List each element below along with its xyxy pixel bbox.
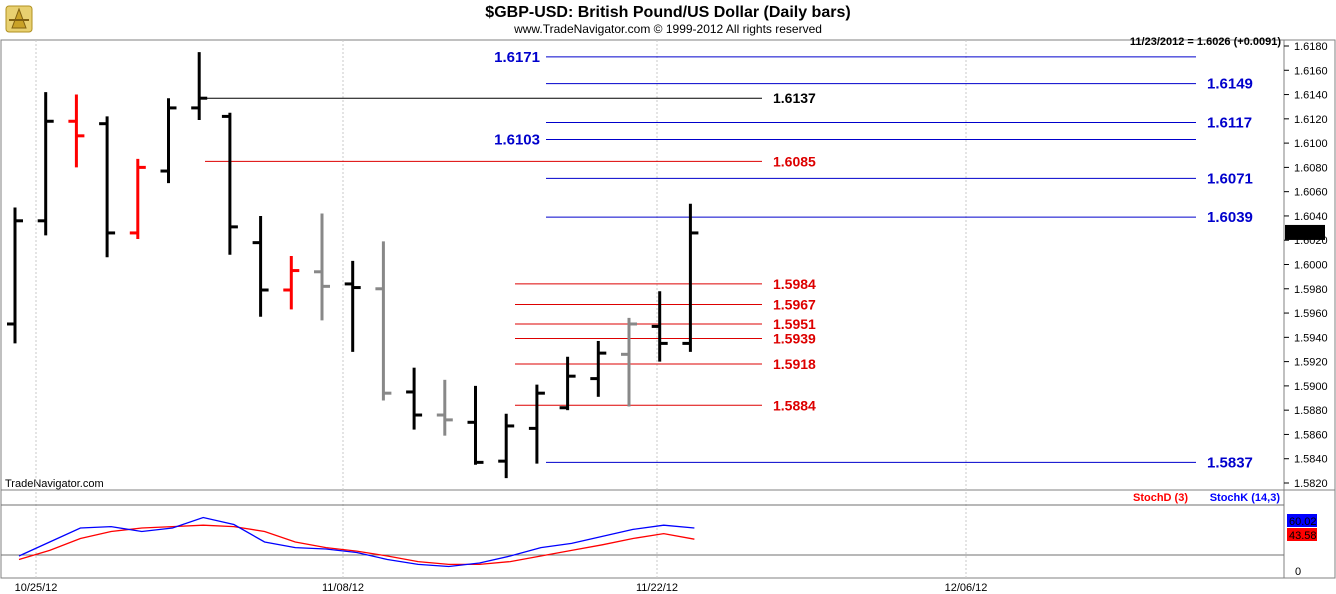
price-tick-label: 1.6160 — [1294, 65, 1328, 77]
price-tick-label: 1.5820 — [1294, 478, 1328, 490]
level-label: 1.5984 — [773, 276, 816, 292]
price-tick-label: 1.5940 — [1294, 332, 1328, 344]
date-label: 11/08/12 — [322, 582, 364, 594]
date-label: 11/22/12 — [636, 582, 678, 594]
date-axis: 10/25/12 11/08/12 11/22/12 12/06/12 — [15, 582, 988, 594]
stoch-k-legend: StochK (14,3) — [1210, 492, 1281, 504]
price-axis: 1.6180 1.6160 1.6140 1.6120 1.6100 1.6080 1.60… — [1284, 41, 1328, 490]
price-tick-label: 1.6140 — [1294, 90, 1328, 102]
stoch-d-legend: StochD (3) — [1133, 492, 1188, 504]
price-tick-label: 1.5880 — [1294, 405, 1328, 417]
ohlc-bar — [99, 116, 116, 258]
last-quote-label: 11/23/2012 = 1.6026 (+0.0091) — [1130, 36, 1281, 48]
price-tick-label: 1.6060 — [1294, 187, 1328, 199]
ohlc-bar — [467, 385, 484, 465]
ohlc-bars — [7, 52, 699, 479]
ohlc-bar — [344, 260, 361, 352]
grid-lines — [1, 40, 1284, 578]
stoch-d-line — [18, 524, 695, 566]
price-tick-label: 1.5980 — [1294, 284, 1328, 296]
date-label: 12/06/12 — [945, 582, 988, 594]
stoch-k-line — [18, 516, 695, 568]
stoch-d-value-marker — [1287, 528, 1317, 541]
copyright-text: www.TradeNavigator.com © 1999-2012 All r… — [513, 22, 822, 36]
level-label: 1.5837 — [1207, 454, 1253, 471]
level-label: 1.6137 — [773, 90, 816, 106]
ohlc-bar — [682, 203, 699, 352]
level-label: 1.5918 — [773, 356, 816, 372]
last-price-label: 1.6026 — [1288, 228, 1322, 240]
stoch-d-value-label: 43.58 — [1289, 530, 1317, 542]
ohlc-bar — [191, 52, 208, 121]
price-tick-label: 1.6080 — [1294, 162, 1328, 174]
ohlc-bar — [129, 158, 146, 240]
date-label: 10/25/12 — [15, 582, 58, 594]
price-tick-label: 1.6100 — [1294, 138, 1328, 150]
ohlc-bar — [406, 367, 423, 430]
ohlc-bar — [436, 379, 453, 436]
level-label: 1.6085 — [773, 153, 816, 169]
ohlc-bar — [375, 241, 392, 401]
ohlc-bar — [559, 356, 576, 411]
price-tick-label: 1.6040 — [1294, 211, 1328, 223]
logo-icon — [5, 5, 33, 33]
stochastic-panel: StochD (3) StochK (14,3) 60.02 43.58 0 — [18, 492, 1317, 578]
ohlc-bar — [160, 98, 177, 184]
price-levels: 1.6171 1.6149 1.6137 1.6117 1.6103 1.6085 1.60… — [205, 49, 1253, 471]
watermark-text: TradeNavigator.com — [5, 478, 104, 490]
last-price-marker — [1285, 224, 1325, 240]
level-label: 1.5939 — [773, 331, 816, 347]
price-tick-label: 1.6120 — [1294, 114, 1328, 126]
ohlc-bar — [651, 291, 668, 362]
stoch-zero-label: 0 — [1295, 566, 1301, 578]
ohlc-bar — [37, 92, 54, 236]
ohlc-bar — [221, 112, 238, 255]
ohlc-bar — [314, 213, 330, 321]
stoch-panel-frame — [0, 489, 1285, 579]
price-tick-label: 1.6000 — [1294, 260, 1328, 272]
ohlc-bar — [590, 340, 607, 397]
ohlc-bar — [68, 94, 85, 168]
stoch-k-value-marker — [1287, 514, 1317, 527]
stoch-k-value-label: 60.02 — [1289, 516, 1317, 528]
level-label: 1.6117 — [1207, 114, 1252, 131]
chart-title: $GBP-USD: British Pound/US Dollar (Daily… — [485, 4, 850, 21]
price-tick-label: 1.5900 — [1294, 381, 1328, 393]
price-tick-label: 1.6180 — [1294, 41, 1328, 53]
price-panel-frame — [0, 39, 1285, 491]
ohlc-bar — [498, 413, 515, 479]
level-label: 1.6149 — [1207, 76, 1253, 93]
level-label: 1.6171 — [494, 49, 540, 66]
ohlc-bar — [621, 317, 637, 407]
price-tick-label: 1.5960 — [1294, 308, 1328, 320]
ohlc-bar — [7, 207, 23, 344]
ohlc-bar — [283, 256, 300, 310]
level-label: 1.6039 — [1207, 209, 1253, 226]
level-label: 1.6071 — [1207, 170, 1253, 187]
level-label: 1.5884 — [773, 397, 816, 413]
price-tick-label: 1.5860 — [1294, 429, 1328, 441]
ohlc-bar — [528, 384, 545, 464]
level-label: 1.5967 — [773, 297, 816, 313]
level-label: 1.6103 — [494, 131, 540, 148]
price-axis-frame — [1283, 39, 1336, 491]
ohlc-bar — [252, 215, 269, 317]
price-tick-label: 1.5920 — [1294, 357, 1328, 369]
price-tick-label: 1.5840 — [1294, 454, 1328, 466]
level-label: 1.5951 — [773, 316, 816, 332]
